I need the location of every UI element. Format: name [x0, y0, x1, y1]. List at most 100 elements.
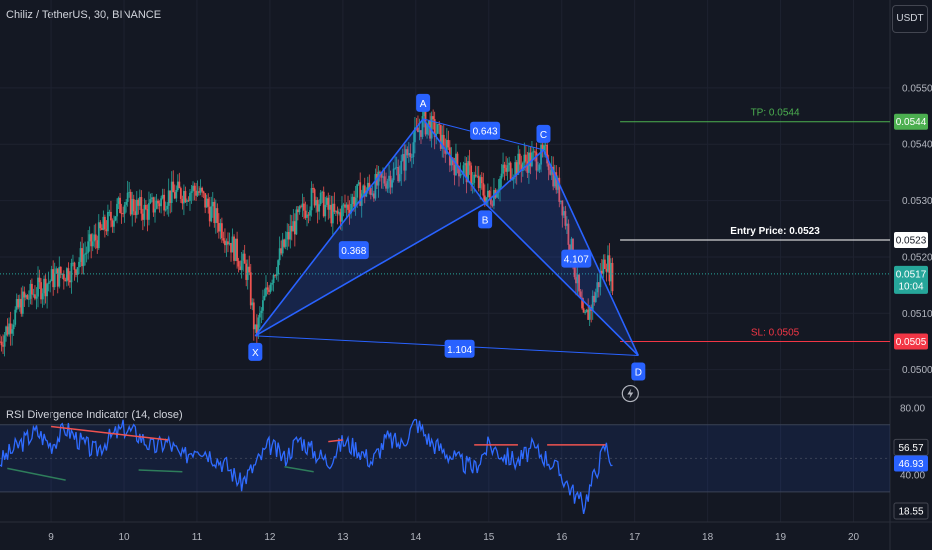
candle-body: [44, 278, 47, 297]
candle-body: [569, 244, 571, 254]
candle-body: [21, 291, 24, 314]
pattern-point-c: C: [540, 130, 547, 141]
price-tick-label: 0.0540: [902, 140, 932, 151]
candle-body: [502, 164, 504, 174]
candle-body: [148, 203, 150, 220]
rsi-value-tag: [893, 438, 929, 456]
ratio-label: 1.104: [447, 345, 472, 356]
candle-body: [441, 134, 444, 149]
candle-body: [85, 252, 88, 254]
candle-body: [561, 200, 564, 216]
candle-body: [496, 192, 498, 198]
candle-body: [207, 198, 210, 207]
candle-body: [72, 262, 74, 264]
candle-body: [362, 185, 365, 194]
candle-body: [379, 171, 381, 173]
tp-axis-label-tag: [894, 113, 928, 130]
candle-body: [559, 200, 562, 202]
candle-body: [338, 212, 340, 214]
candle-body: [582, 308, 585, 313]
candle-body: [128, 191, 131, 193]
candle-body: [196, 191, 199, 196]
candle-body: [602, 259, 605, 274]
candle-body: [8, 323, 11, 335]
candle-body: [385, 183, 387, 189]
ratio-badge: [338, 241, 369, 260]
candle-body: [482, 183, 485, 196]
candle-body: [52, 269, 55, 288]
candle-body: [409, 153, 412, 158]
candle-body: [605, 268, 608, 272]
ratio-label: 0.643: [473, 127, 498, 138]
candle-body: [53, 273, 56, 288]
candle-body: [369, 187, 372, 195]
candle-body: [40, 282, 42, 300]
candle-body: [3, 335, 6, 347]
candle-body: [268, 289, 270, 292]
candle-body: [222, 238, 225, 241]
candle-body: [143, 204, 146, 220]
candle-body: [167, 190, 170, 206]
candle-body: [216, 208, 219, 223]
candle-body: [146, 209, 149, 220]
candle-body: [526, 161, 529, 173]
candle-body: [515, 162, 518, 175]
candle-body: [32, 294, 35, 296]
candle-body: [43, 278, 45, 294]
pattern-leg: [254, 202, 486, 337]
candle-body: [131, 199, 134, 215]
candle-body: [444, 148, 447, 154]
bearish-divergence-line: [328, 439, 343, 443]
candle-body: [249, 272, 252, 306]
candle-body: [506, 165, 509, 172]
candle-body: [62, 273, 65, 280]
tp-label: TP: 0.0544: [751, 108, 800, 119]
candle-body: [179, 188, 182, 199]
pattern-leg: [422, 118, 486, 204]
candle-body: [342, 204, 345, 206]
pattern-point-d-badge: [631, 362, 646, 381]
candle-body: [439, 124, 442, 149]
rsi-indicator-title[interactable]: RSI Divergence Indicator (14, close): [6, 409, 183, 421]
candle-body: [445, 139, 448, 154]
candle-body: [537, 169, 539, 171]
candle-body: [20, 298, 23, 314]
candle-body: [374, 174, 377, 199]
candle-body: [214, 208, 217, 223]
candle-body: [211, 201, 214, 207]
candle-body: [263, 295, 266, 301]
candle-body: [219, 223, 222, 232]
candle-body: [248, 266, 251, 273]
candle-body: [27, 298, 30, 300]
candle-body: [287, 232, 290, 240]
candle-body: [380, 172, 383, 178]
candle-body: [243, 253, 246, 264]
candle-body: [596, 282, 599, 293]
sl-label: SL: 0.0505: [751, 327, 800, 338]
candle-body: [210, 206, 213, 222]
candle-body: [550, 166, 553, 175]
candle-body: [363, 185, 366, 197]
candle-body: [173, 192, 176, 199]
candle-body: [541, 144, 544, 151]
lightning-alert-icon: [621, 384, 639, 403]
candle-body: [105, 229, 108, 232]
candle-body: [479, 177, 482, 189]
candle-body: [145, 204, 147, 210]
candle-body: [521, 162, 524, 172]
candle-body: [354, 197, 357, 207]
candle-body: [155, 200, 158, 209]
candle-body: [2, 345, 4, 347]
candle-body: [12, 324, 15, 330]
candle-body: [366, 182, 369, 191]
candle-body: [56, 268, 59, 287]
candle-body: [132, 199, 135, 212]
candle-body: [534, 151, 536, 153]
currency-button[interactable]: USDT: [892, 5, 928, 33]
candle-body: [529, 152, 532, 167]
candlesticks: [0, 107, 614, 357]
candle-body: [450, 158, 453, 166]
candle-body: [193, 185, 196, 191]
tp-axis-label: 0.0544: [896, 117, 927, 128]
